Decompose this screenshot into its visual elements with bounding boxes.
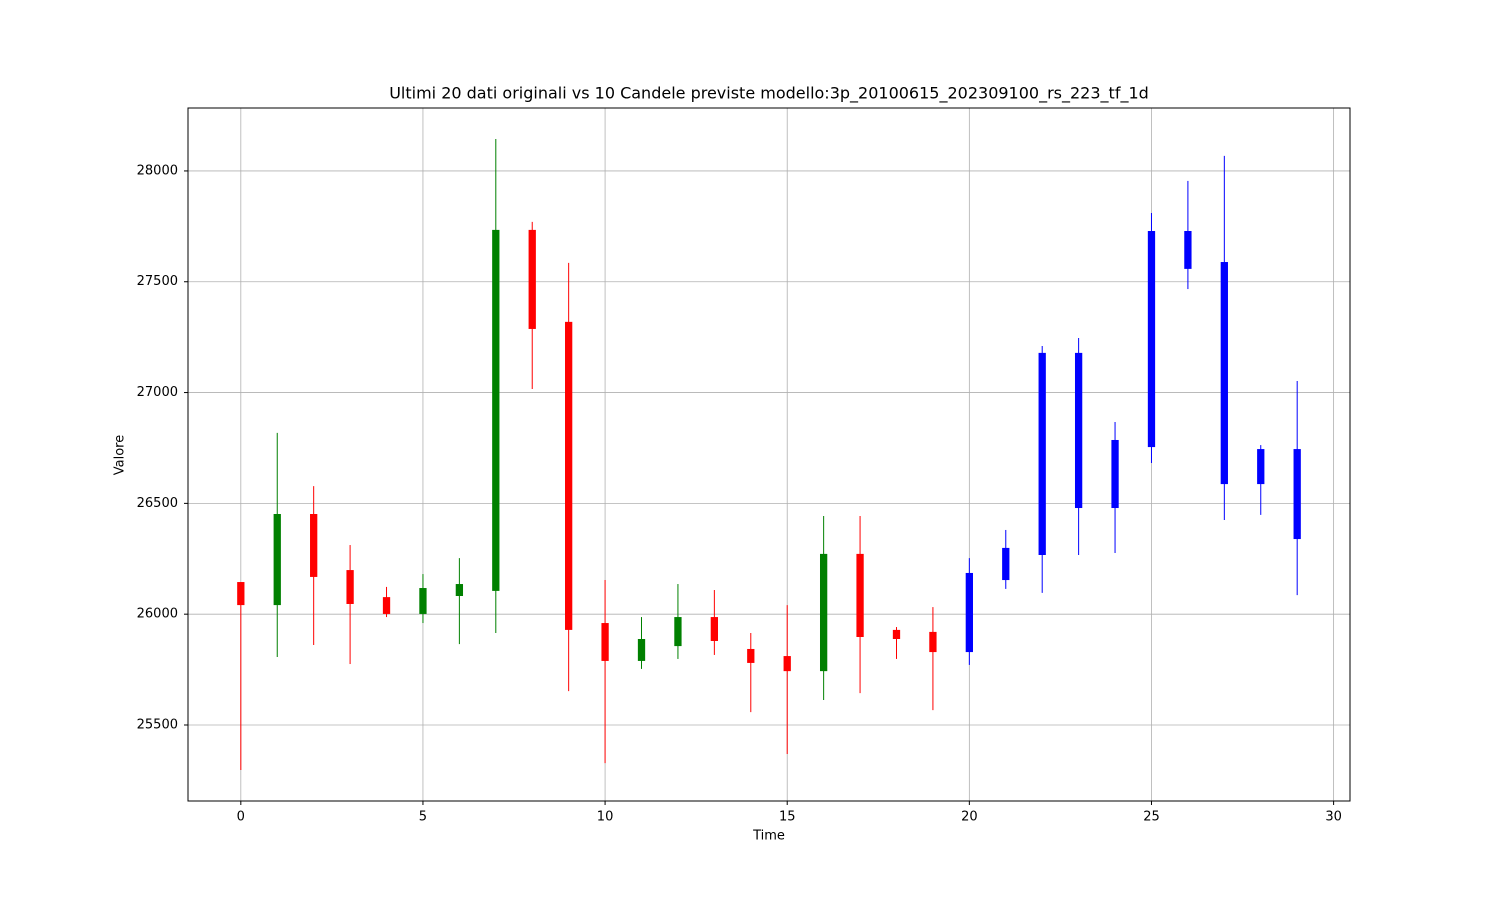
candle-body bbox=[492, 229, 500, 591]
x-tick-label: 10 bbox=[597, 810, 614, 825]
y-tick-label: 26000 bbox=[137, 607, 178, 622]
candle-body bbox=[419, 588, 427, 614]
y-tick-label: 28000 bbox=[137, 163, 178, 178]
candle-body bbox=[1002, 547, 1010, 581]
candle-body bbox=[237, 582, 245, 606]
x-tick-label: 20 bbox=[961, 810, 978, 825]
chart-title: Ultimi 20 dati originali vs 10 Candele p… bbox=[389, 84, 1149, 104]
candle-body bbox=[310, 514, 318, 577]
candle-body bbox=[346, 570, 354, 604]
x-tick-label: 15 bbox=[779, 810, 796, 825]
candle-body bbox=[1111, 439, 1119, 509]
candle-body bbox=[856, 553, 864, 638]
x-tick-label: 30 bbox=[1325, 810, 1342, 825]
candle-body bbox=[1147, 230, 1156, 448]
candle-body bbox=[1038, 352, 1046, 556]
x-axis-label: Time bbox=[752, 829, 785, 844]
candle-body bbox=[965, 572, 973, 653]
x-tick-label: 5 bbox=[419, 810, 427, 825]
plot-frame bbox=[187, 107, 1351, 802]
y-tick-label: 27500 bbox=[137, 274, 178, 289]
candle-body bbox=[637, 638, 646, 661]
candle-body bbox=[710, 617, 719, 641]
candle-body bbox=[601, 623, 609, 661]
candle-body bbox=[382, 597, 391, 614]
candle-body bbox=[1074, 352, 1083, 509]
candle-body bbox=[783, 656, 791, 672]
candle-body bbox=[674, 617, 682, 647]
candle-body bbox=[528, 229, 536, 329]
x-tick-label: 0 bbox=[237, 810, 245, 825]
candle-body bbox=[273, 514, 281, 606]
candle-body bbox=[1220, 262, 1228, 485]
candle-body bbox=[1293, 449, 1301, 540]
candle-body bbox=[565, 321, 573, 630]
y-tick-label: 25500 bbox=[137, 717, 178, 732]
y-tick-label: 26500 bbox=[137, 496, 178, 511]
candle-body bbox=[747, 648, 755, 663]
candle-body bbox=[892, 629, 901, 639]
candle-body bbox=[1184, 230, 1192, 269]
candle-body bbox=[1257, 449, 1265, 485]
y-axis-label: Valore bbox=[113, 435, 128, 475]
candle-body bbox=[929, 631, 937, 653]
candle-body bbox=[819, 553, 828, 672]
candle-body bbox=[455, 584, 464, 597]
x-tick-label: 25 bbox=[1143, 810, 1160, 825]
y-tick-label: 27000 bbox=[137, 385, 178, 400]
